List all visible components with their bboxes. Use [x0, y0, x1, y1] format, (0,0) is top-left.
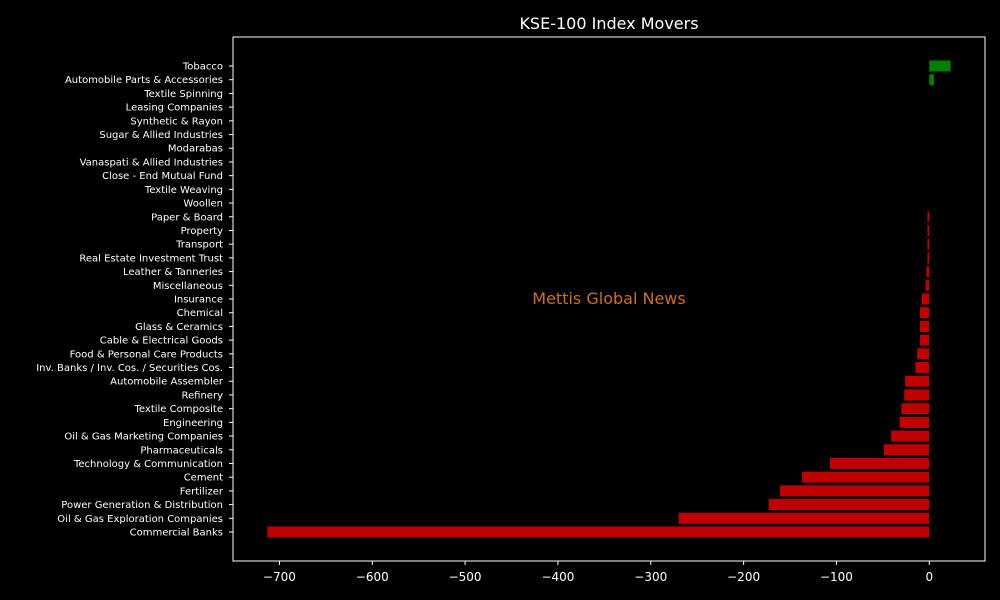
bar-cement	[802, 471, 930, 483]
bar-automobile-parts-accessories	[929, 74, 934, 86]
bar-leather-tanneries	[926, 266, 930, 278]
category-label-insurance: Insurance	[174, 295, 223, 306]
category-label-vanaspati-allied-industries: Vanaspati & Allied Industries	[80, 157, 223, 168]
category-labels-group: Tobacco Automobile Parts & Accessories Tex…	[36, 62, 233, 539]
category-label-modarabas: Modarabas	[168, 144, 223, 155]
category-label-tobacco: Tobacco	[182, 62, 223, 73]
category-label-cable-electrical-goods: Cable & Electrical Goods	[100, 336, 223, 347]
bar-tobacco	[929, 60, 951, 72]
bar-pharmaceuticals	[883, 444, 930, 456]
category-label-technology-communication: Technology & Communication	[73, 459, 223, 470]
chart-title: KSE-100 Index Movers	[519, 14, 698, 33]
category-label-sugar-allied-industries: Sugar & Allied Industries	[99, 130, 223, 141]
category-label-pharmaceuticals: Pharmaceuticals	[140, 445, 223, 456]
bar-cable-electrical-goods	[920, 334, 930, 346]
category-label-close-end-mutual-fund: Close - End Mutual Fund	[102, 171, 223, 182]
bar-technology-communication	[829, 457, 930, 469]
x-tick-label: −200	[727, 570, 760, 584]
plot-frame	[232, 36, 986, 562]
category-label-transport: Transport	[175, 240, 223, 251]
category-label-textile-weaving: Textile Weaving	[144, 185, 223, 196]
category-label-miscellaneous: Miscellaneous	[153, 281, 223, 292]
bar-paper-board	[927, 211, 930, 223]
bar-refinery	[904, 389, 930, 401]
category-label-refinery: Refinery	[182, 390, 224, 401]
category-label-chemical: Chemical	[177, 308, 223, 319]
bar-textile-composite	[901, 403, 930, 415]
bar-fertilizer	[779, 485, 930, 497]
bar-property	[927, 224, 930, 236]
bar-oil-gas-exploration-companies	[678, 512, 930, 524]
x-tick-label: −500	[449, 570, 482, 584]
category-label-textile-composite: Textile Composite	[134, 404, 223, 415]
bar-glass-ceramics	[920, 320, 930, 332]
bar-oil-gas-marketing-companies	[891, 430, 930, 442]
category-label-engineering: Engineering	[163, 418, 223, 429]
category-label-cement: Cement	[184, 473, 223, 484]
x-tick-label: −400	[541, 570, 574, 584]
category-label-glass-ceramics: Glass & Ceramics	[135, 322, 223, 333]
category-label-automobile-assembler: Automobile Assembler	[110, 377, 224, 388]
x-ticks-group: −700 −600 −500 −400 −300 −200 −100 0	[263, 561, 933, 584]
category-label-leasing-companies: Leasing Companies	[126, 103, 223, 114]
bar-commercial-banks	[267, 526, 930, 538]
category-label-oil-gas-exploration-companies: Oil & Gas Exploration Companies	[57, 514, 223, 525]
watermark-text: Mettis Global News	[532, 289, 685, 308]
x-tick-label: −300	[634, 570, 667, 584]
category-label-real-estate-investment-trust: Real Estate Investment Trust	[79, 253, 223, 264]
bar-transport	[927, 238, 930, 250]
bar-power-generation-distribution	[768, 499, 930, 511]
category-label-power-generation-distribution: Power Generation & Distribution	[61, 500, 223, 511]
category-label-automobile-parts-accessories: Automobile Parts & Accessories	[65, 75, 223, 86]
category-label-woollen: Woollen	[183, 199, 223, 210]
category-label-commercial-banks: Commercial Banks	[130, 528, 223, 539]
bar-real-estate-investment-trust	[927, 252, 930, 264]
bar-inv-banks-inv-cos-securities-cos	[915, 362, 930, 374]
category-label-inv-banks-inv-cos-securities-cos: Inv. Banks / Inv. Cos. / Securities Cos.	[36, 363, 223, 374]
category-label-synthetic-rayon: Synthetic & Rayon	[130, 116, 223, 127]
category-label-fertilizer: Fertilizer	[180, 486, 224, 497]
bar-chemical	[920, 307, 930, 319]
bars-group	[267, 60, 951, 538]
bar-insurance	[921, 293, 930, 305]
x-tick-label: 0	[925, 570, 933, 584]
x-tick-label: −100	[820, 570, 853, 584]
x-tick-label: −700	[263, 570, 296, 584]
category-label-paper-board: Paper & Board	[151, 212, 223, 223]
bar-engineering	[899, 416, 930, 428]
bar-food-personal-care-products	[917, 348, 930, 360]
bar-automobile-assembler	[905, 375, 930, 387]
x-tick-label: −600	[356, 570, 389, 584]
bar-miscellaneous	[925, 279, 930, 291]
category-label-oil-gas-marketing-companies: Oil & Gas Marketing Companies	[64, 432, 223, 443]
category-label-property: Property	[181, 226, 223, 237]
category-label-food-personal-care-products: Food & Personal Care Products	[70, 349, 223, 360]
category-label-leather-tanneries: Leather & Tanneries	[123, 267, 223, 278]
category-label-textile-spinning: Textile Spinning	[143, 89, 223, 100]
